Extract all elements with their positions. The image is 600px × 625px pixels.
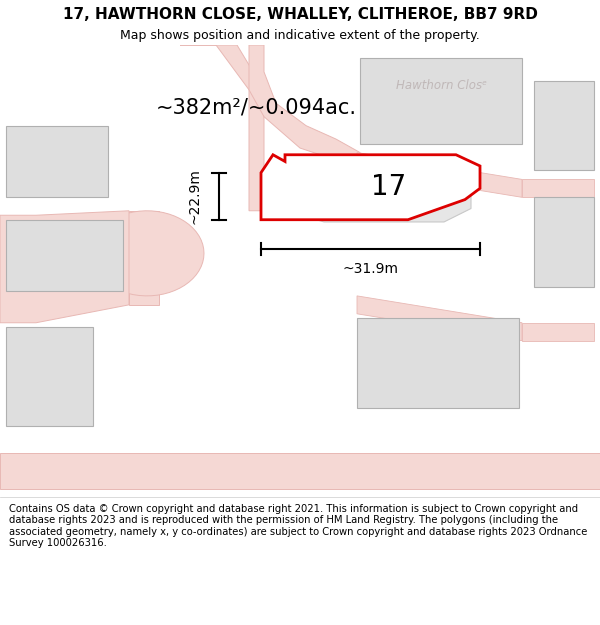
Text: ~31.9m: ~31.9m: [343, 262, 398, 276]
Polygon shape: [129, 211, 159, 305]
Text: ~22.9m: ~22.9m: [188, 168, 202, 224]
Polygon shape: [360, 59, 522, 144]
Polygon shape: [279, 159, 471, 222]
Polygon shape: [534, 198, 594, 287]
Polygon shape: [357, 152, 522, 198]
Polygon shape: [6, 328, 93, 426]
Polygon shape: [180, 45, 264, 211]
Text: Map shows position and indicative extent of the property.: Map shows position and indicative extent…: [120, 29, 480, 42]
Polygon shape: [6, 220, 123, 291]
Text: ~382m²/~0.094ac.: ~382m²/~0.094ac.: [156, 98, 357, 118]
Polygon shape: [249, 45, 360, 171]
Polygon shape: [357, 318, 519, 408]
Text: 17, HAWTHORN CLOSE, WHALLEY, CLITHEROE, BB7 9RD: 17, HAWTHORN CLOSE, WHALLEY, CLITHEROE, …: [62, 7, 538, 22]
Polygon shape: [357, 296, 522, 341]
Polygon shape: [0, 452, 600, 489]
Polygon shape: [6, 126, 108, 198]
Text: Hawthorn Closᵉ: Hawthorn Closᵉ: [395, 79, 487, 92]
Text: 17: 17: [371, 173, 406, 201]
Polygon shape: [534, 81, 594, 171]
Polygon shape: [0, 211, 129, 322]
Text: Contains OS data © Crown copyright and database right 2021. This information is : Contains OS data © Crown copyright and d…: [9, 504, 587, 548]
Polygon shape: [261, 155, 480, 220]
Polygon shape: [522, 322, 594, 341]
Polygon shape: [90, 211, 204, 296]
Polygon shape: [522, 179, 594, 198]
